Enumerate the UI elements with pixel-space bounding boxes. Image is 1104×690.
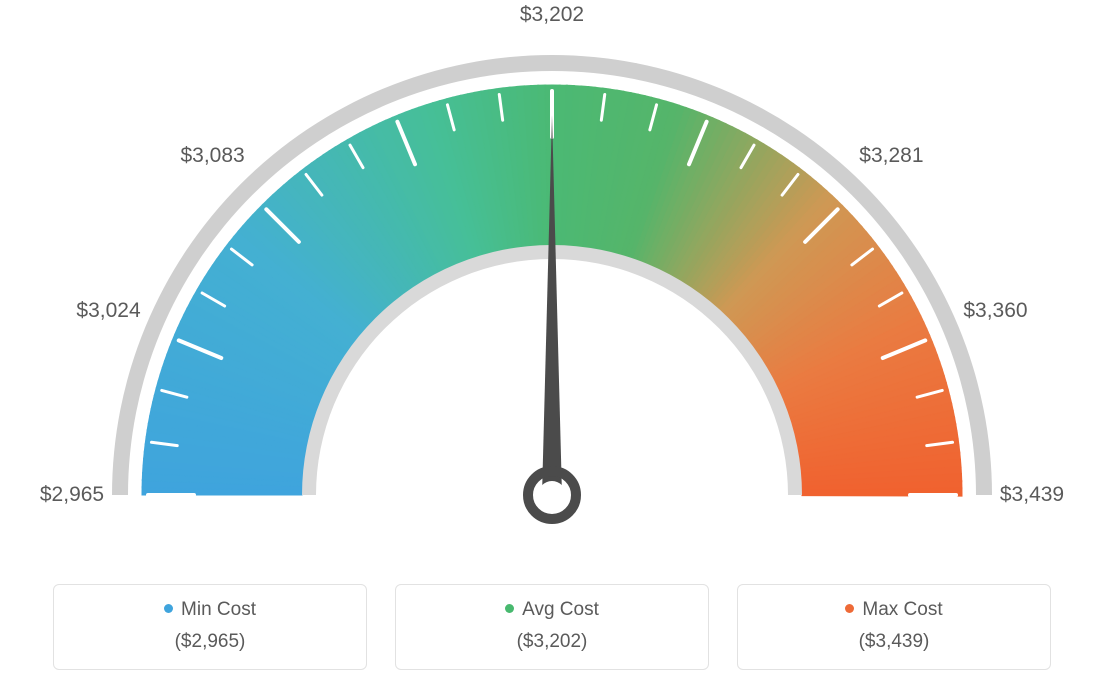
gauge-hub-hole — [538, 481, 566, 509]
avg-cost-value: ($3,202) — [396, 631, 708, 653]
max-cost-label: Max Cost — [862, 599, 942, 620]
min-cost-value: ($2,965) — [54, 631, 366, 653]
min-dot-icon — [164, 604, 173, 613]
min-cost-card: Min Cost ($2,965) — [53, 584, 367, 670]
max-cost-title: Max Cost — [738, 599, 1050, 621]
max-cost-card: Max Cost ($3,439) — [737, 584, 1051, 670]
avg-cost-card: Avg Cost ($3,202) — [395, 584, 709, 670]
gauge-chart: $2,965 $3,024 $3,083 $3,202 $3,281 $3,360 $3,4… — [0, 0, 1104, 690]
gauge-tick-label: $3,281 — [859, 144, 923, 168]
avg-cost-label: Avg Cost — [522, 599, 599, 620]
gauge-tick-label: $3,083 — [180, 144, 244, 168]
summary-cards: Min Cost ($2,965) Avg Cost ($3,202) Max … — [0, 584, 1104, 670]
avg-cost-title: Avg Cost — [396, 599, 708, 621]
gauge-tick-label: $3,024 — [76, 299, 140, 323]
gauge-tick-label: $3,360 — [963, 299, 1027, 323]
gauge-tick-label: $3,439 — [1000, 483, 1064, 507]
gauge-tick-label: $3,202 — [520, 3, 584, 27]
max-dot-icon — [845, 604, 854, 613]
max-cost-value: ($3,439) — [738, 631, 1050, 653]
min-cost-label: Min Cost — [181, 599, 256, 620]
min-cost-title: Min Cost — [54, 599, 366, 621]
gauge-tick-label: $2,965 — [40, 483, 104, 507]
avg-dot-icon — [505, 604, 514, 613]
